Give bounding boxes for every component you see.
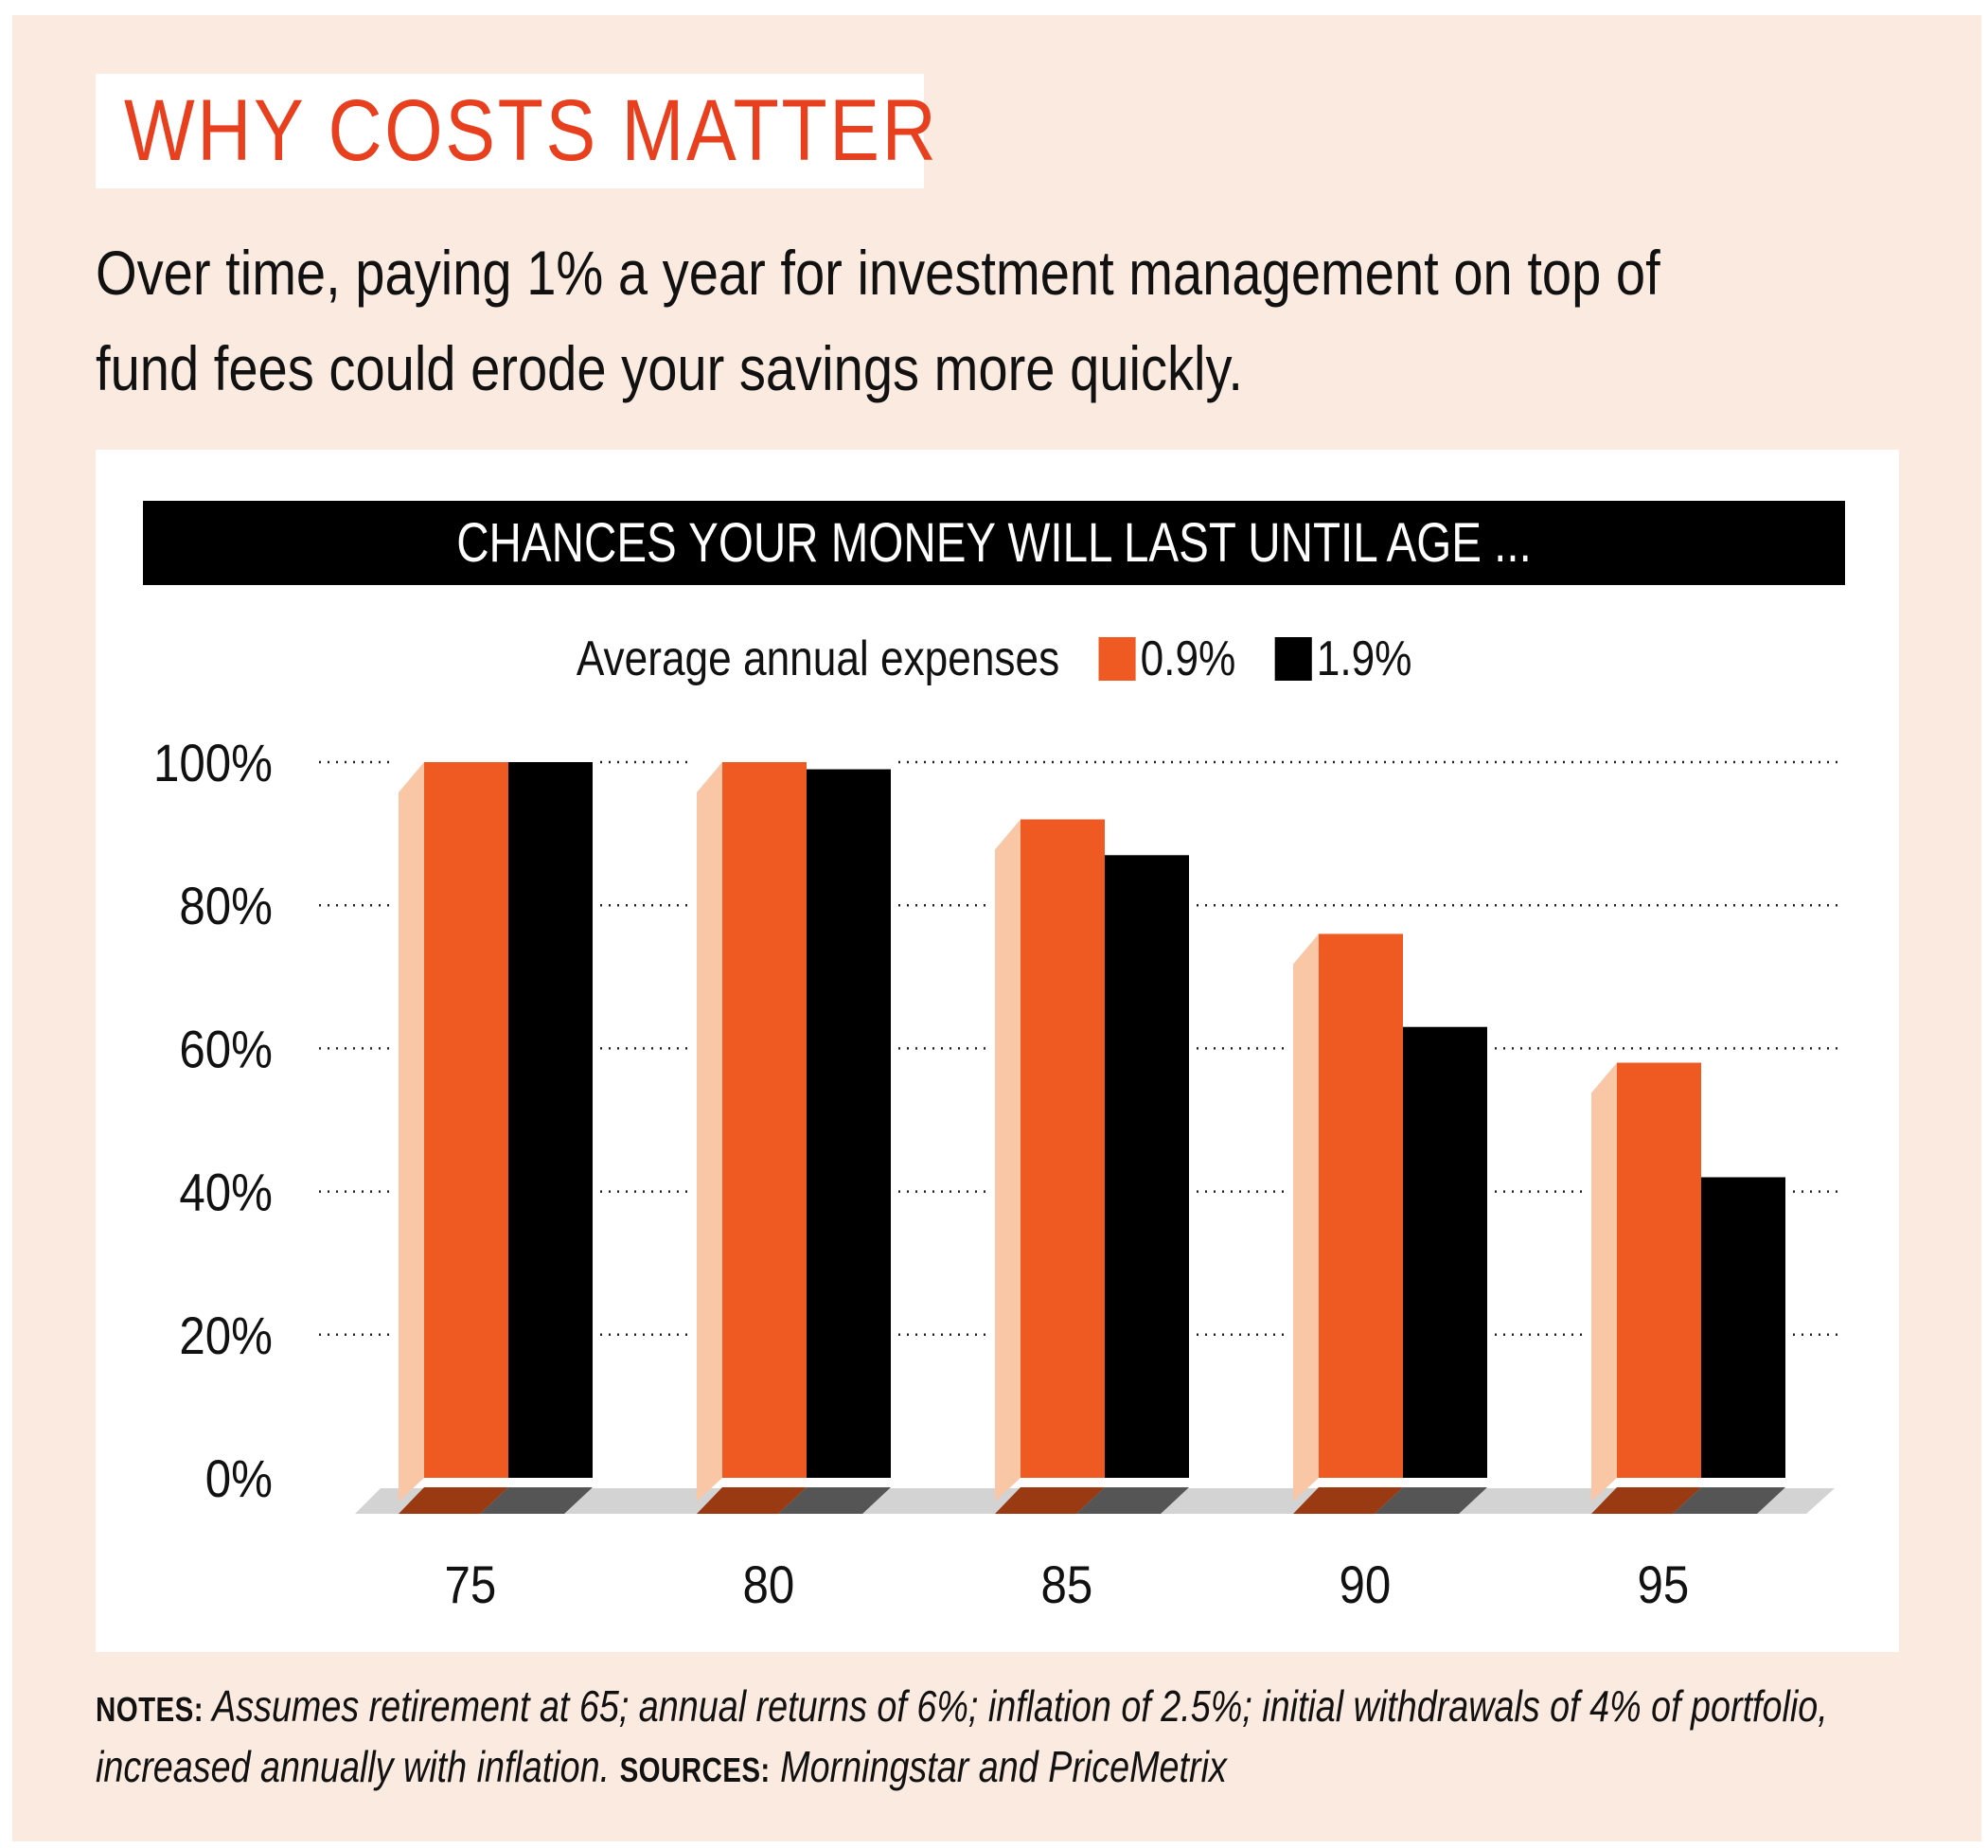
y-tick-label: 100% xyxy=(153,734,273,793)
subtitle: Over time, paying 1% a year for investme… xyxy=(96,238,1660,403)
page-title: WHY COSTS MATTER xyxy=(124,82,939,179)
legend: Average annual expenses 0.9% 1.9% xyxy=(0,631,1988,687)
bar-1-9-age-85 xyxy=(1105,855,1189,1478)
bar-shadow-1-9 xyxy=(1375,1487,1487,1514)
legend-swatch-1-9 xyxy=(1274,637,1312,681)
bar-shadow-0-9 xyxy=(1293,1487,1403,1514)
bar-1-9-age-80 xyxy=(807,769,891,1478)
bar-shadow-1-9 xyxy=(778,1487,891,1514)
notes-label: NOTES: xyxy=(96,1690,204,1729)
sources-text: Morningstar and PriceMetrix xyxy=(770,1742,1227,1791)
bar-0-9-age-90 xyxy=(1319,933,1403,1478)
x-tick-label: 75 xyxy=(445,1555,497,1615)
bar-shadow-0-9 xyxy=(995,1487,1105,1514)
bar-shadow-1-9 xyxy=(1076,1487,1189,1514)
bar-shadow-0-9 xyxy=(399,1487,508,1514)
bar-shadow-1-9 xyxy=(1673,1487,1785,1514)
x-tick-label: 80 xyxy=(743,1555,795,1615)
y-tick-label: 0% xyxy=(205,1449,273,1509)
y-tick-label: 40% xyxy=(179,1164,273,1223)
chart-title: CHANCES YOUR MONEY WILL LAST UNTIL AGE .… xyxy=(456,512,1532,574)
bar-shadow-1-9 xyxy=(480,1487,593,1514)
y-tick-label: 80% xyxy=(179,877,273,936)
bar-0-9-age-95 xyxy=(1617,1062,1701,1478)
legend-title: Average annual expenses xyxy=(576,631,1060,686)
notes: NOTES: Assumes retirement at 65; annual … xyxy=(96,1678,1881,1799)
x-tick-label: 95 xyxy=(1638,1555,1690,1615)
bar-side-face xyxy=(399,762,424,1502)
legend-label-0-9: 0.9% xyxy=(1140,631,1236,686)
y-tick-label: 20% xyxy=(179,1306,273,1366)
notes-text: Assumes retirement at 65; annual returns… xyxy=(96,1681,1828,1791)
bar-1-9-age-75 xyxy=(508,762,593,1478)
y-tick-label: 60% xyxy=(179,1021,273,1080)
bar-side-face xyxy=(995,819,1021,1502)
bar-0-9-age-85 xyxy=(1021,819,1105,1478)
sources-label: SOURCES: xyxy=(619,1750,771,1789)
chart-title-banner: CHANCES YOUR MONEY WILL LAST UNTIL AGE .… xyxy=(143,501,1845,585)
bar-shadow-0-9 xyxy=(697,1487,807,1514)
legend-swatch-0-9 xyxy=(1098,637,1136,681)
x-tick-label: 85 xyxy=(1041,1555,1093,1615)
x-tick-label: 90 xyxy=(1340,1555,1392,1615)
bar-side-face xyxy=(1591,1062,1617,1502)
bar-0-9-age-80 xyxy=(722,762,807,1478)
title-box: WHY COSTS MATTER xyxy=(96,74,936,188)
bar-side-face xyxy=(697,762,722,1502)
bar-shadow-0-9 xyxy=(1591,1487,1701,1514)
bar-1-9-age-95 xyxy=(1701,1177,1785,1478)
bar-0-9-age-75 xyxy=(424,762,508,1478)
legend-label-1-9: 1.9% xyxy=(1316,631,1412,686)
bar-1-9-age-90 xyxy=(1403,1026,1487,1478)
bar-side-face xyxy=(1293,933,1319,1502)
